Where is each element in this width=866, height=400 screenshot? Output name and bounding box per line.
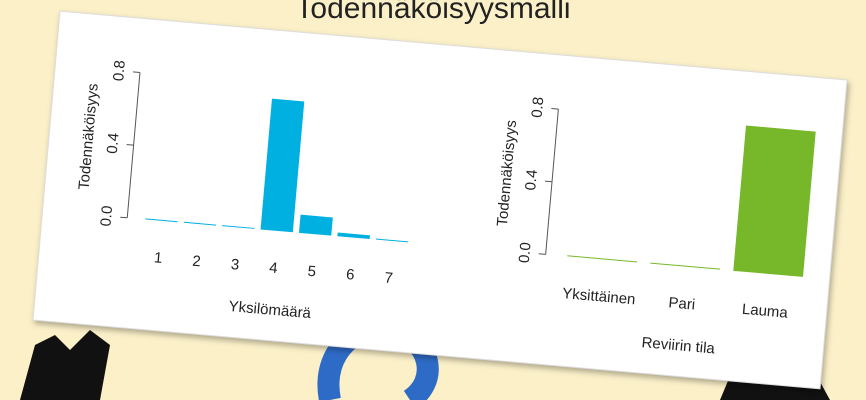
x-tick-label: 5 bbox=[307, 263, 317, 281]
bar bbox=[145, 218, 178, 223]
y-tick bbox=[551, 107, 559, 110]
bar bbox=[222, 225, 255, 229]
x-tick-label: 2 bbox=[192, 253, 202, 271]
y-tick bbox=[538, 253, 546, 255]
bar bbox=[567, 255, 638, 263]
y-axis bbox=[126, 72, 141, 218]
bar bbox=[260, 98, 305, 233]
panel-background bbox=[32, 10, 848, 390]
y-tick-label: 0.0 bbox=[516, 241, 535, 263]
bar bbox=[733, 125, 816, 277]
x-tick-label: 1 bbox=[153, 249, 163, 267]
x-tick-label: 6 bbox=[345, 266, 355, 284]
y-tick-label: 0.4 bbox=[104, 132, 123, 154]
bar bbox=[337, 232, 370, 240]
x-tick-label: Yksittäinen bbox=[562, 285, 637, 308]
x-axis-label: Reviirin tila bbox=[641, 334, 716, 357]
bar bbox=[298, 214, 333, 236]
bar bbox=[375, 238, 409, 243]
y-tick bbox=[126, 144, 134, 146]
x-tick-label: 3 bbox=[230, 256, 240, 274]
y-tick-label: 0.8 bbox=[110, 60, 129, 82]
x-tick-label: 4 bbox=[269, 259, 279, 277]
y-tick bbox=[544, 180, 553, 183]
slide-title: Todennäköisyysmalli bbox=[295, 0, 570, 25]
y-tick bbox=[120, 216, 128, 219]
y-tick-label: 0.8 bbox=[529, 96, 548, 118]
x-tick-label: 7 bbox=[384, 269, 394, 287]
y-tick bbox=[132, 71, 141, 73]
y-tick-label: 0.4 bbox=[522, 169, 541, 191]
x-tick-label: Lauma bbox=[741, 301, 789, 322]
x-tick-label: Pari bbox=[668, 294, 696, 313]
bar bbox=[183, 221, 217, 226]
animal-silhouette bbox=[20, 330, 110, 400]
y-tick-label: 0.0 bbox=[97, 205, 116, 227]
bar bbox=[650, 262, 721, 270]
